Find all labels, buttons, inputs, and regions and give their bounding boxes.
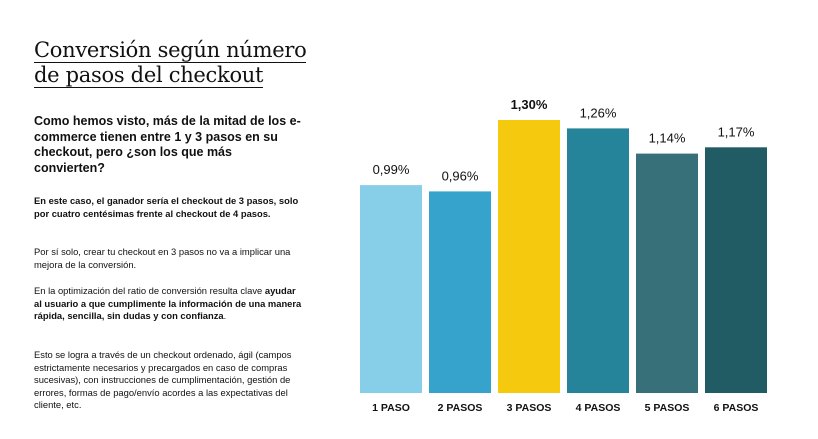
value-label-1: 0,99% (373, 162, 410, 177)
bar-3 (498, 120, 560, 393)
paragraph-key-end: . (223, 310, 227, 321)
paragraph-winner: En este caso, el ganador sería el checko… (34, 195, 299, 219)
paragraph-how: Esto se logra a través de un checkout or… (34, 349, 292, 410)
category-label-1: 1 PASO (372, 402, 410, 414)
paragraph-not-enough: Por sí solo, crear tu checkout en 3 paso… (34, 246, 291, 270)
category-label-2: 2 PASOS (438, 402, 483, 414)
lead-paragraph: Como hemos visto, más de la mitad de los… (34, 114, 301, 175)
value-label-3: 1,30% (511, 97, 548, 112)
paragraph-key-emphasis: ayudar al usuario a que cumplimente la i… (34, 285, 302, 321)
bar-6 (705, 147, 767, 393)
title-line-2: de pasos del checkout (34, 63, 264, 88)
category-label-4: 4 PASOS (576, 402, 621, 414)
title-line-1: Conversión según número (34, 38, 307, 63)
value-label-6: 1,17% (718, 124, 755, 139)
bar-chart: 0,99% 1 PASO 0,96% 2 PASOS 1,30% 3 PASOS 1,26%… (360, 97, 767, 414)
value-label-2: 0,96% (442, 168, 479, 183)
category-label-6: 6 PASOS (714, 402, 759, 414)
bar-5 (636, 153, 698, 393)
category-label-5: 5 PASOS (645, 402, 690, 414)
bar-2 (429, 191, 491, 393)
paragraph-key-intro: En la optimización del ratio de conversi… (34, 285, 265, 296)
bar-1 (360, 185, 422, 393)
bar-4 (567, 128, 629, 393)
category-label-3: 3 PASOS (507, 402, 552, 414)
paragraph-key: En la optimización del ratio de conversi… (34, 285, 304, 323)
value-label-4: 1,26% (580, 105, 617, 120)
page-title: Conversión según número de pasos del chec… (34, 38, 324, 88)
value-label-5: 1,14% (649, 131, 686, 146)
